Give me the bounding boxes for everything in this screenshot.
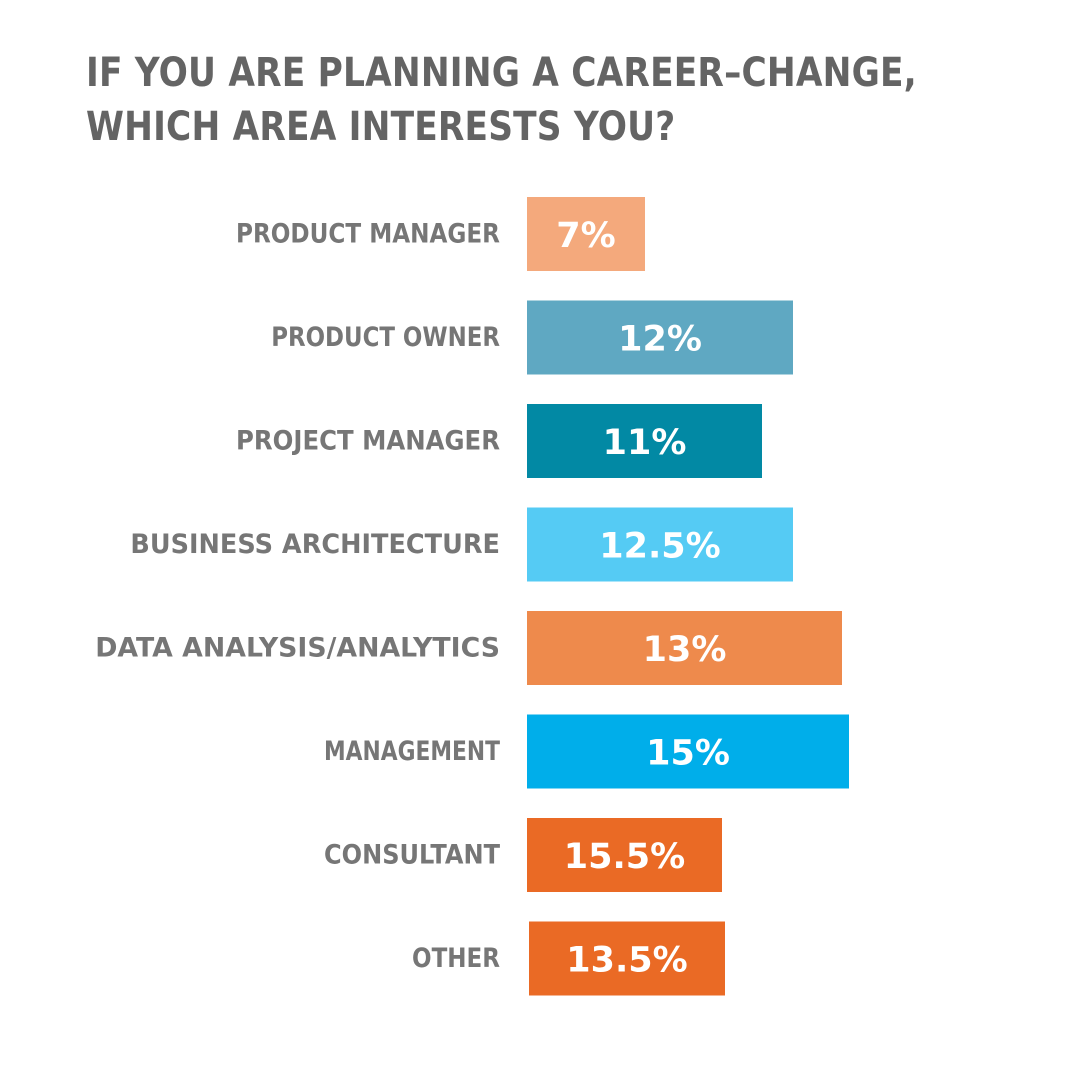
value-label-management: 15% <box>646 734 730 774</box>
bar-project-manager <box>527 404 762 478</box>
bar-consultant <box>527 818 722 892</box>
category-label-project-manager: PROJECT MANAGER <box>236 426 500 457</box>
category-label-product-owner: PRODUCT OWNER <box>271 322 500 353</box>
bar-product-manager <box>527 197 645 271</box>
value-label-product-manager: 7% <box>556 216 615 256</box>
value-label-data-analysis-analytics: 13% <box>643 630 727 670</box>
value-label-consultant: 15.5% <box>564 837 685 877</box>
chart-title-line-2: WHICH AREA INTERESTS YOU? <box>86 104 676 150</box>
bar-other <box>529 921 725 996</box>
bar-business-architecture <box>527 507 793 582</box>
bar-data-analysis-analytics <box>527 611 842 685</box>
category-label-management: MANAGEMENT <box>324 736 500 767</box>
chart-title-line-1: IF YOU ARE PLANNING A CAREER–CHANGE, <box>86 50 917 96</box>
category-label-consultant: CONSULTANT <box>324 840 501 871</box>
value-label-business-architecture: 12.5% <box>599 527 720 567</box>
chart-title: IF YOU ARE PLANNING A CAREER–CHANGE, WHI… <box>86 46 917 154</box>
value-label-project-manager: 11% <box>603 423 687 463</box>
category-label-data-analysis-analytics: DATA ANALYSIS/ANALYTICS <box>95 633 500 664</box>
category-label-other: OTHER <box>412 943 500 974</box>
bar-product-owner <box>527 300 793 375</box>
value-label-product-owner: 12% <box>618 320 702 360</box>
category-label-business-architecture: BUSINESS ARCHITECTURE <box>130 529 500 560</box>
value-label-other: 13.5% <box>566 941 687 981</box>
bar-management <box>527 714 849 789</box>
category-label-product-manager: PRODUCT MANAGER <box>236 219 500 250</box>
